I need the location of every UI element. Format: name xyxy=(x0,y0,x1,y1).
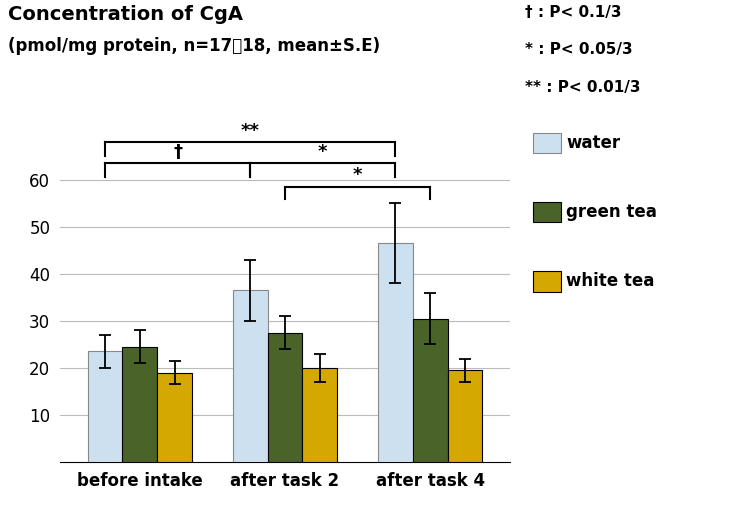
Text: white tea: white tea xyxy=(566,272,655,290)
Bar xyxy=(158,373,192,462)
Text: *: * xyxy=(318,143,328,161)
Text: Concentration of CgA: Concentration of CgA xyxy=(8,5,242,24)
Text: ** : P< 0.01/3: ** : P< 0.01/3 xyxy=(525,80,640,95)
Bar xyxy=(378,243,412,462)
Bar xyxy=(122,347,158,462)
Text: † : P< 0.1/3: † : P< 0.1/3 xyxy=(525,5,622,20)
Bar xyxy=(268,332,302,462)
Bar xyxy=(232,290,268,462)
Text: †: † xyxy=(173,143,182,161)
Bar xyxy=(302,368,338,462)
Bar xyxy=(448,370,482,462)
Bar xyxy=(88,352,122,462)
Text: (pmol/mg protein, n=17～18, mean±S.E): (pmol/mg protein, n=17～18, mean±S.E) xyxy=(8,37,380,55)
Bar xyxy=(413,319,448,462)
Text: water: water xyxy=(566,134,620,152)
Text: * : P< 0.05/3: * : P< 0.05/3 xyxy=(525,42,632,57)
Text: *: * xyxy=(352,167,362,184)
Text: **: ** xyxy=(241,122,260,140)
Text: green tea: green tea xyxy=(566,203,657,221)
